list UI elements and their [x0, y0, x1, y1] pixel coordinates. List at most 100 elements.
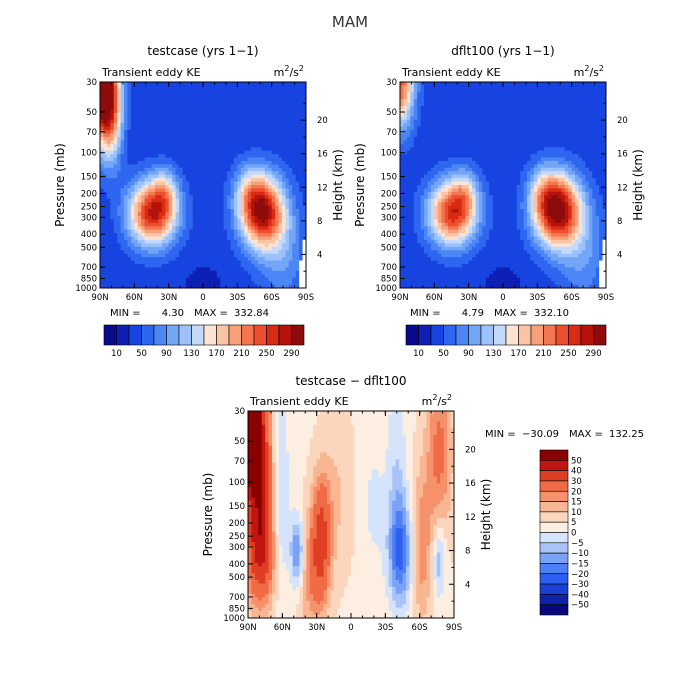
heatmap-cell: [458, 112, 463, 117]
heatmap-cell: [251, 178, 255, 182]
heatmap-cell: [257, 219, 262, 224]
heatmap-cell: [275, 239, 279, 244]
heatmap-cell: [223, 92, 228, 97]
heatmap-cell: [141, 274, 146, 279]
heatmap-cell: [271, 171, 276, 176]
heatmap-cell: [110, 215, 115, 220]
heatmap-cell: [110, 250, 115, 255]
heatmap-cell: [175, 174, 180, 179]
heatmap-cell: [406, 92, 411, 97]
heatmap-cell: [141, 116, 146, 121]
heatmap-cell: [465, 119, 470, 124]
colorbar-label: 50: [136, 349, 147, 359]
heatmap-cell: [575, 123, 579, 128]
heatmap-cell: [551, 136, 555, 141]
heatmap-cell: [485, 82, 490, 86]
heatmap-cell: [247, 82, 252, 86]
heatmap-cell: [295, 136, 300, 141]
heatmap-cell: [189, 236, 194, 241]
heatmap-cell: [403, 133, 408, 138]
heatmap-cell: [427, 92, 432, 97]
panel-dflt100: dflt100 (yrs 1−1)Transient eddy KE m2/s29…: [353, 44, 645, 359]
heatmap-cell: [230, 205, 235, 210]
heatmap-cell: [292, 123, 297, 128]
heatmap-cell: [148, 150, 152, 155]
heatmap-cell: [161, 85, 166, 90]
heatmap-cell: [413, 147, 418, 152]
heatmap-cell: [137, 82, 142, 86]
heatmap-cell: [203, 270, 207, 275]
heatmap-cell: [268, 239, 273, 244]
heatmap-cell: [223, 233, 228, 237]
heatmap-cell: [244, 160, 249, 165]
heatmap-cell: [182, 126, 187, 131]
heatmap-cell: [475, 140, 480, 145]
heatmap-cell: [451, 143, 456, 148]
heatmap-cell: [251, 257, 255, 261]
heatmap-cell: [206, 250, 211, 255]
heatmap-cell: [585, 112, 590, 117]
heatmap-cell: [568, 82, 573, 86]
heatmap-cell: [113, 157, 118, 162]
heatmap-cell: [148, 119, 152, 124]
heatmap-cell: [271, 185, 276, 189]
heatmap-cell: [271, 181, 276, 186]
heatmap-cell: [513, 123, 518, 128]
heatmap-cell: [527, 126, 531, 131]
heatmap-cell: [299, 205, 303, 210]
heatmap-cell: [254, 257, 259, 261]
heatmap-cell: [148, 140, 152, 145]
heatmap-cell: [261, 157, 266, 162]
heatmap-cell: [199, 284, 204, 288]
heatmap-cell: [465, 95, 470, 100]
heatmap-cell: [285, 212, 290, 217]
heatmap-cell: [424, 126, 428, 131]
heatmap-cell: [216, 239, 221, 244]
heatmap-cell: [302, 140, 306, 145]
heatmap-cell: [103, 246, 108, 251]
heatmap-cell: [120, 243, 125, 248]
heatmap-cell: [127, 130, 132, 134]
heatmap-cell: [261, 119, 266, 124]
heatmap-cell: [216, 99, 221, 103]
heatmap-cell: [158, 263, 163, 268]
heatmap-cell: [158, 181, 163, 186]
heatmap-cell: [110, 123, 115, 128]
heatmap-cell: [509, 126, 514, 131]
heatmap-cell: [503, 136, 507, 141]
heatmap-cell: [485, 112, 490, 117]
heatmap-cell: [513, 92, 518, 97]
heatmap-cell: [168, 143, 173, 148]
heatmap-cell: [244, 198, 249, 203]
heatmap-cell: [203, 92, 207, 97]
heatmap-cell: [281, 236, 286, 241]
heatmap-cell: [554, 106, 559, 110]
heatmap-cell: [247, 130, 252, 134]
heatmap-cell: [237, 195, 242, 200]
heatmap-cell: [513, 133, 518, 138]
heatmap-cell: [175, 126, 180, 131]
heatmap-cell: [172, 109, 176, 114]
heatmap-cell: [257, 233, 262, 237]
heatmap-cell: [444, 82, 449, 86]
heatmap-cell: [257, 85, 262, 90]
heatmap-cell: [465, 143, 470, 148]
heatmap-cell: [196, 154, 200, 158]
heatmap-cell: [499, 147, 504, 152]
heatmap-cell: [468, 133, 473, 138]
heatmap-cell: [516, 109, 521, 114]
heatmap-cell: [295, 150, 300, 155]
heatmap-cell: [444, 102, 449, 107]
heatmap-cell: [137, 164, 142, 169]
heatmap-cell: [233, 116, 238, 121]
heatmap-cell: [516, 85, 521, 90]
heatmap-cell: [227, 126, 231, 131]
heatmap-cell: [182, 171, 187, 176]
heatmap-cell: [117, 281, 121, 285]
heatmap-cell: [113, 267, 118, 272]
heatmap-cell: [230, 215, 235, 220]
heatmap-cell: [151, 157, 156, 162]
heatmap-cell: [448, 140, 452, 145]
heatmap-cell: [472, 147, 476, 152]
heatmap-cell: [144, 250, 149, 255]
